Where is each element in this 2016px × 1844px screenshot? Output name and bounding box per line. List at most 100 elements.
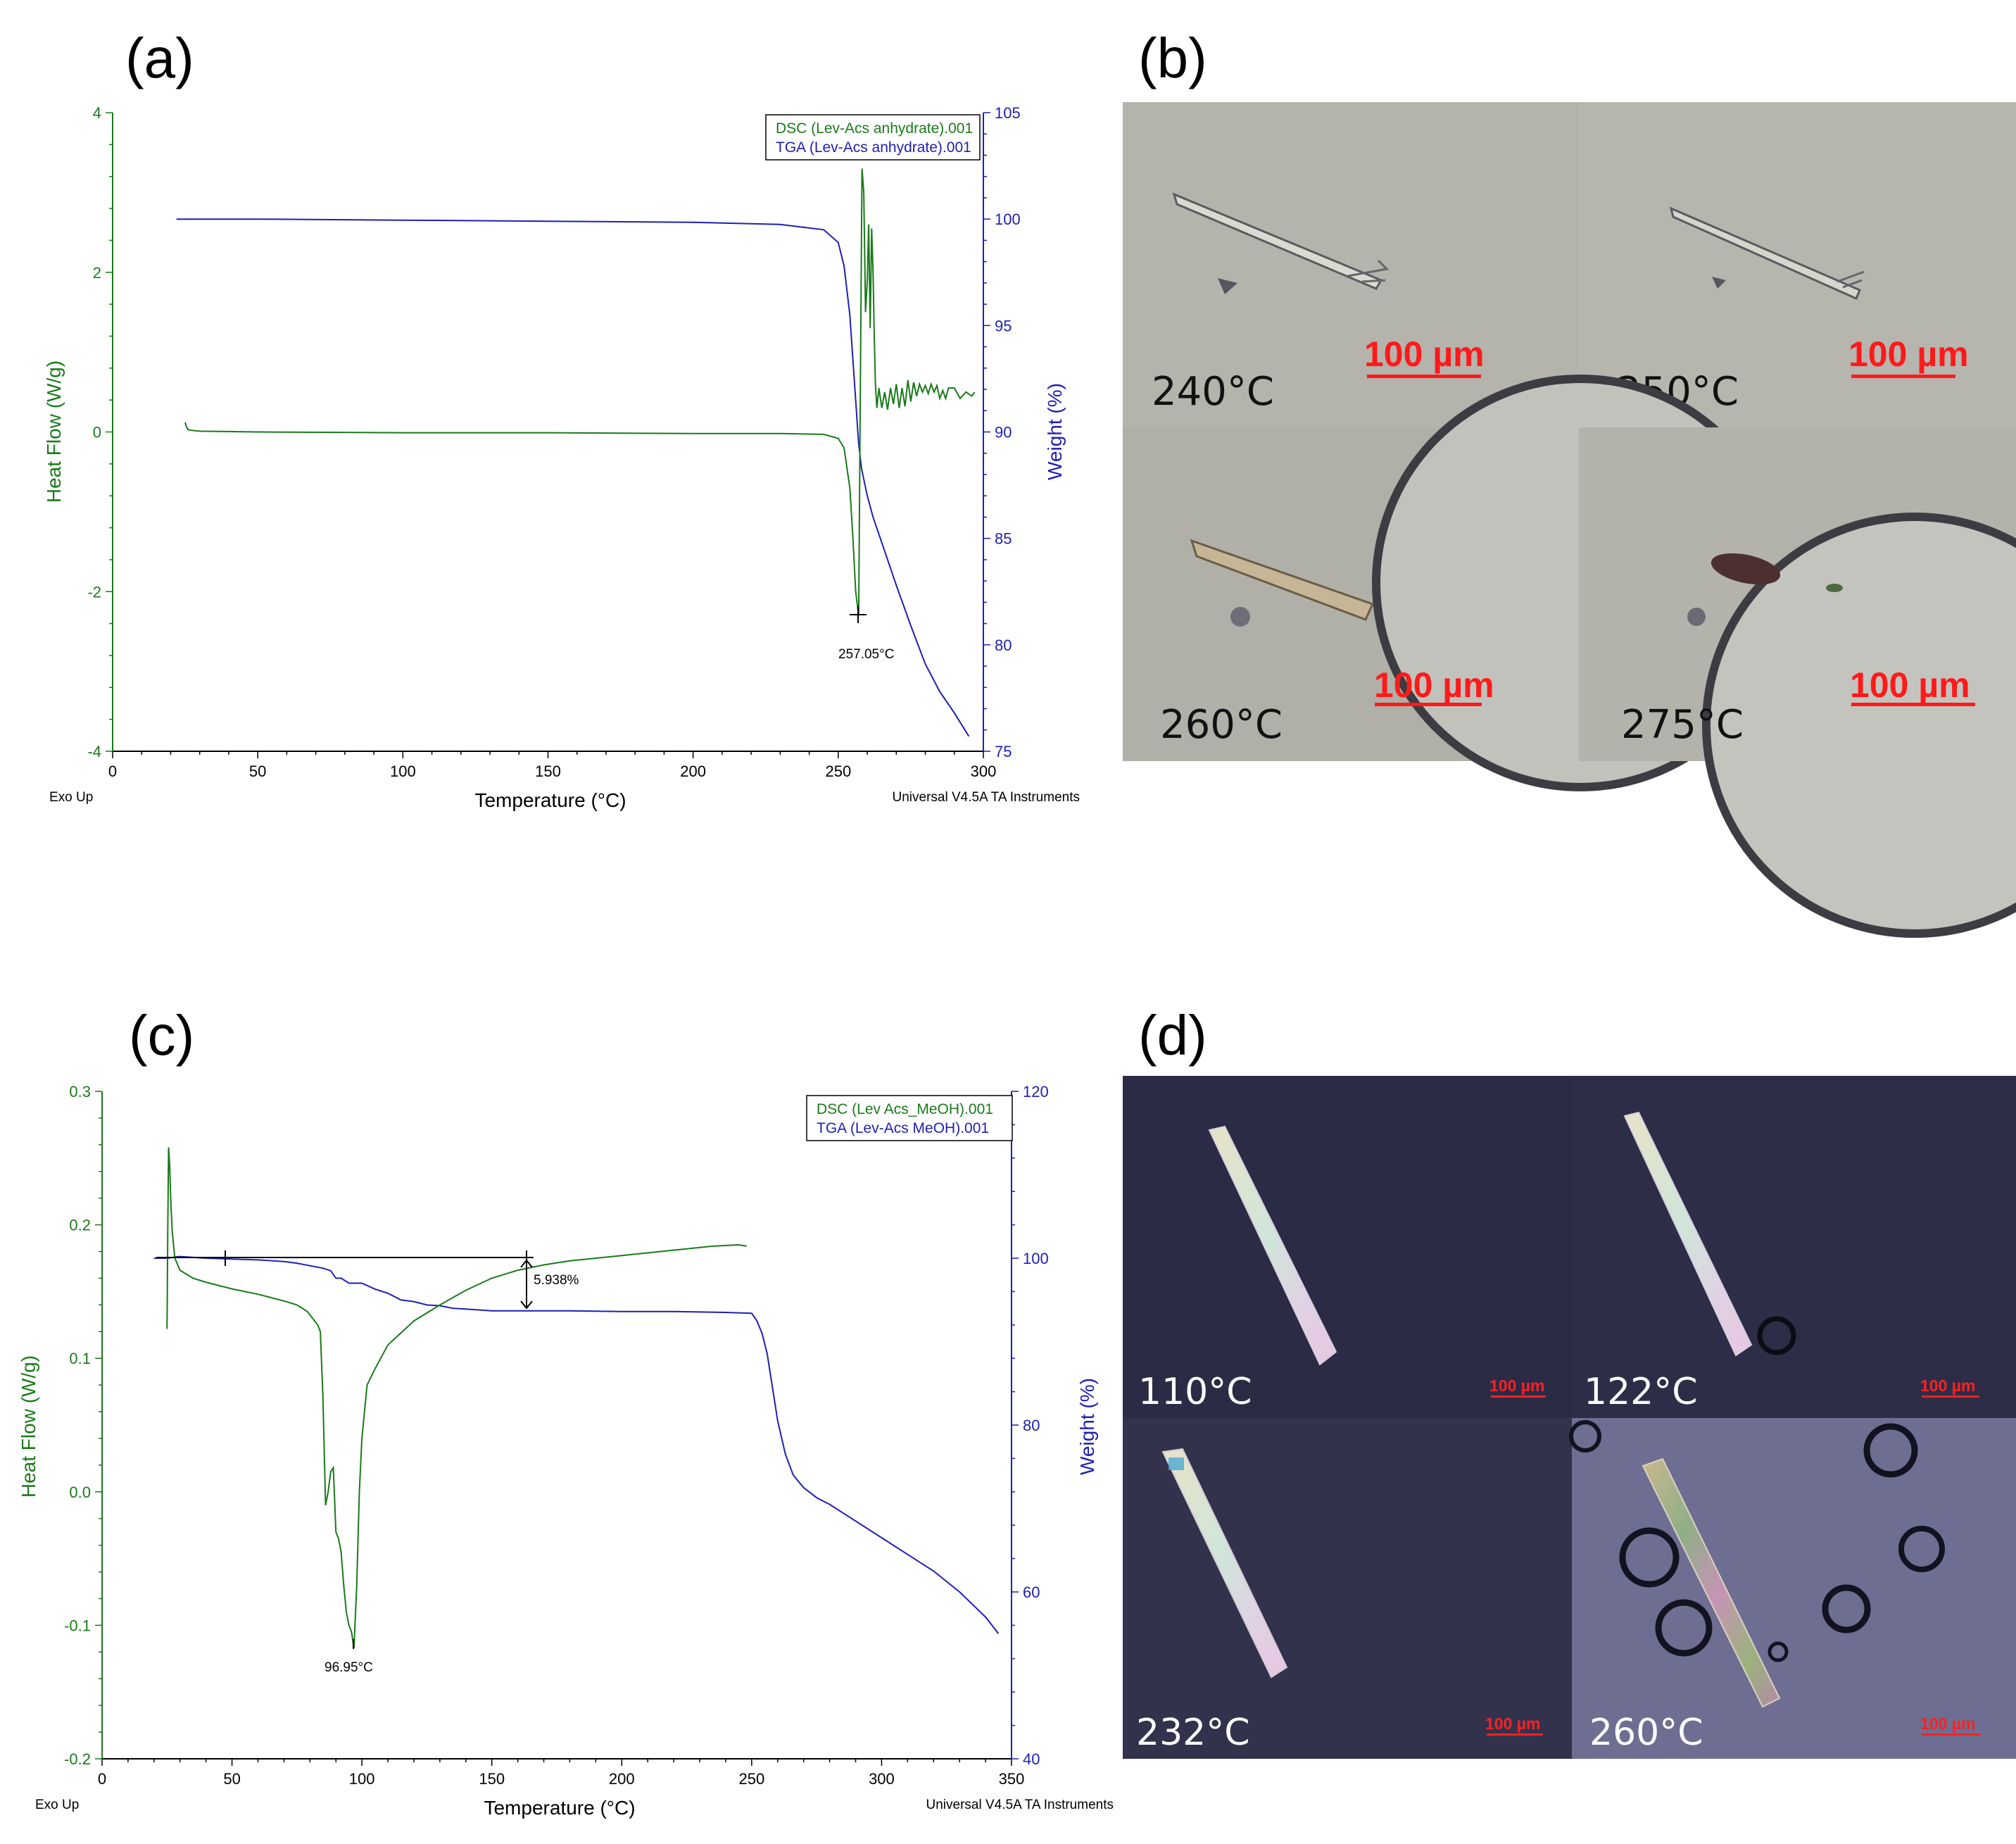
chart-c-xlabel: Temperature (°C) — [484, 1797, 635, 1819]
micrograph-b-frame-275: 275°C 100 µm — [1579, 427, 2016, 938]
chart-a-legend: DSC (Lev-Acs anhydrate).001 TGA (Lev-Acs… — [765, 114, 981, 161]
chart-a-x-tick-label: 100 — [390, 763, 416, 780]
micrograph-b-frame-240: 240°C 100 µm — [1123, 102, 1579, 427]
micrograph-d-scalebar-122 — [1922, 1395, 1979, 1398]
chart-a-y-left-tick-label: 2 — [93, 264, 101, 282]
micrograph-b-temp-240: 240°C — [1152, 369, 1274, 415]
micrograph-b-temp-260: 260°C — [1160, 702, 1283, 748]
chart-c-weight-loss-marker — [156, 1250, 534, 1649]
chart-a-legend-dsc: DSC (Lev-Acs anhydrate).001 — [776, 120, 973, 137]
chart-a-y-right-tick-label: 95 — [995, 317, 1012, 334]
panel-label-d: (d) — [1138, 1004, 1207, 1067]
chart-c-weight-loss-label: 5.938% — [534, 1273, 579, 1288]
micrograph-d-temp-110: 110°C — [1138, 1371, 1252, 1413]
chart-a-y-right-tick-label: 80 — [995, 636, 1012, 654]
chart-c-y-left-tick-label: -0.2 — [64, 1750, 91, 1768]
chart-a-y-left-tick-label: 4 — [93, 104, 101, 122]
chart-a-y-right-tick-label: 105 — [995, 104, 1021, 122]
chart-c-y-right-tick-label: 60 — [1023, 1583, 1040, 1601]
chart-a: 0 50 100 150 200 250 300 -4 -2 0 2 4 75 80 85 90 95 100 10… — [43, 104, 1080, 811]
chart-c-y-right-tick-label: 40 — [1023, 1750, 1040, 1768]
chart-a-x-tick-label: 300 — [971, 763, 997, 780]
chart-a-axes: 0 50 100 150 200 250 300 -4 -2 0 2 4 75 80 85 90 95 100 10… — [87, 104, 1020, 780]
chart-a-y-left-tick-label: -4 — [87, 743, 101, 760]
micrograph-b-scale-240: 100 µm — [1364, 334, 1485, 374]
chart-c-y-left-tick-label: 0.3 — [69, 1083, 91, 1100]
micrograph-b-scalebar-240 — [1367, 375, 1481, 378]
micrograph-d-frame-110: 110°C 100 µm — [1123, 1076, 1572, 1418]
chart-a-ylabel-right: Weight (%) — [1044, 383, 1066, 480]
chart-c-footer-right: Universal V4.5A TA Instruments — [926, 1798, 1114, 1812]
micrograph-d-scale-110: 100 µm — [1489, 1376, 1544, 1395]
chart-c-axes: 0 50 100 150 200 250 300 350 -0.2 -0.1 0.0 0.1 0.2 0.… — [64, 1083, 1049, 1788]
chart-c-ylabel-right: Weight (%) — [1076, 1378, 1098, 1475]
panel-label-b: (b) — [1138, 27, 1207, 89]
micrograph-d-frame-122: 122°C 100 µm — [1572, 1076, 2016, 1418]
chart-a-x-tick-label: 250 — [825, 763, 851, 780]
chart-a-peak-marker — [850, 606, 867, 623]
chart-a-x-tick-label: 0 — [108, 763, 117, 780]
chart-a-ylabel-left: Heat Flow (W/g) — [43, 360, 65, 503]
chart-c-x-tick-label: 50 — [223, 1770, 240, 1788]
micrograph-b-frame-250: 250°C 100 µm — [1579, 102, 2016, 427]
chart-c-x-tick-label: 0 — [98, 1770, 106, 1788]
chart-a-x-tick-label: 200 — [680, 763, 706, 780]
micrograph-d-scale-232: 100 µm — [1485, 1714, 1540, 1733]
chart-c-x-tick-label: 200 — [609, 1770, 635, 1788]
micrograph-b: 240°C 100 µm 250°C 100 µm 260°C 100 µm — [1123, 102, 2016, 938]
chart-c-ylabel-left: Heat Flow (W/g) — [18, 1355, 39, 1498]
micrograph-b-temp-275: 275°C — [1621, 702, 1744, 748]
chart-c-peak-label: 96.95°C — [325, 1660, 373, 1675]
micrograph-d: 110°C 100 µm 122°C 100 µm 232°C 100 µm — [1123, 1076, 2016, 1759]
chart-a-xlabel: Temperature (°C) — [474, 789, 626, 811]
chart-c-tga-line — [153, 1255, 1000, 1634]
chart-c-legend-dsc: DSC (Lev Acs_MeOH).001 — [817, 1101, 993, 1117]
chart-c-y-right-tick-label: 80 — [1023, 1417, 1040, 1434]
chart-a-y-right-tick-label: 100 — [995, 211, 1021, 228]
micrograph-d-scalebar-232 — [1487, 1733, 1543, 1736]
chart-a-x-tick-label: 50 — [249, 763, 266, 780]
chart-c-legend: DSC (Lev Acs_MeOH).001 TGA (Lev-Acs MeOH… — [806, 1095, 1013, 1141]
chart-a-y-right-tick-label: 75 — [995, 743, 1012, 760]
chart-c-x-tick-label: 250 — [738, 1770, 764, 1788]
chart-a-y-left-tick-label: -2 — [87, 583, 101, 601]
chart-c-x-tick-label: 350 — [999, 1770, 1025, 1788]
chart-c-dsc-line — [166, 1147, 747, 1648]
panel-label-c: (c) — [129, 1004, 194, 1067]
micrograph-d-scale-260: 100 µm — [1920, 1714, 1975, 1733]
chart-c-y-right-tick-label: 120 — [1023, 1083, 1049, 1100]
micrograph-b-scale-250: 100 µm — [1848, 334, 1969, 374]
chart-c-y-left-tick-label: 0.2 — [69, 1217, 91, 1234]
micrograph-d-scale-122: 100 µm — [1920, 1376, 1975, 1395]
chart-a-footer-left: Exo Up — [49, 790, 93, 805]
chart-a-footer-right: Universal V4.5A TA Instruments — [893, 790, 1080, 805]
chart-c-y-left-tick-label: 0.0 — [69, 1484, 91, 1501]
chart-a-x-tick-label: 150 — [535, 763, 561, 780]
chart-c-footer-left: Exo Up — [35, 1798, 79, 1812]
chart-c: 0 50 100 150 200 250 300 350 -0.2 -0.1 0.0 0.1 0.2 0.… — [18, 1083, 1114, 1819]
micrograph-d-temp-232: 232°C — [1136, 1712, 1250, 1754]
chart-c-legend-tga: TGA (Lev-Acs MeOH).001 — [817, 1120, 989, 1136]
micrograph-d-scalebar-110 — [1491, 1395, 1546, 1398]
micrograph-d-frame-260: 260°C 100 µm — [1569, 1418, 2016, 1759]
chart-a-y-left-tick-label: 0 — [93, 424, 101, 441]
chart-a-peak-label: 257.05°C — [838, 647, 894, 662]
chart-c-x-tick-label: 100 — [349, 1770, 375, 1788]
chart-c-y-right-tick-label: 100 — [1023, 1250, 1049, 1267]
chart-c-y-left-tick-label: -0.1 — [64, 1617, 91, 1634]
chart-a-legend-tga: TGA (Lev-Acs anhydrate).001 — [776, 139, 971, 156]
chart-c-y-left-tick-label: 0.1 — [69, 1350, 91, 1367]
panel-label-a: (a) — [125, 27, 194, 89]
micrograph-d-scalebar-260 — [1922, 1733, 1981, 1736]
micrograph-d-temp-122: 122°C — [1584, 1371, 1698, 1413]
micrograph-b-scale-260: 100 µm — [1374, 665, 1494, 705]
chart-a-dsc-line — [184, 168, 976, 616]
micrograph-b-scalebar-275 — [1851, 703, 1975, 706]
micrograph-b-scale-275: 100 µm — [1850, 665, 1970, 705]
micrograph-d-frame-232: 232°C 100 µm — [1123, 1418, 1572, 1759]
chart-c-x-tick-label: 150 — [479, 1770, 505, 1788]
chart-a-tga-line — [176, 218, 970, 737]
micrograph-b-scalebar-260 — [1375, 703, 1482, 706]
micrograph-b-scalebar-250 — [1851, 375, 1955, 378]
